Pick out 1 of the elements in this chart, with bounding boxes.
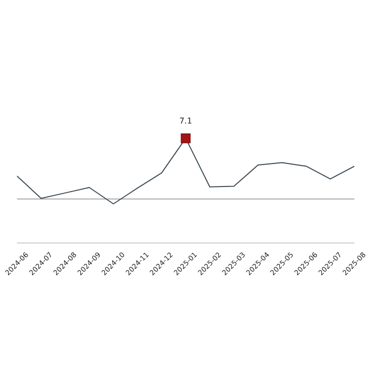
annotation: 7.1 xyxy=(179,116,192,126)
